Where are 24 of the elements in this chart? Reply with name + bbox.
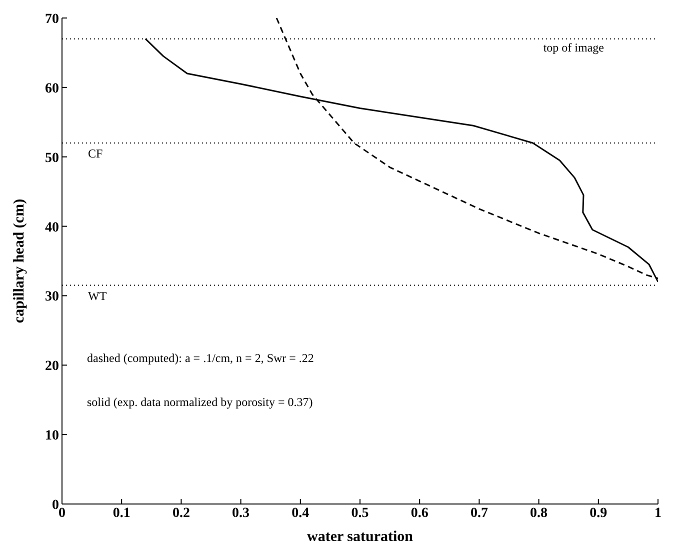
x-tick-label: 0.3 <box>232 506 250 521</box>
y-tick-label: 50 <box>45 150 59 166</box>
x-tick-label: 0.8 <box>530 506 548 521</box>
x-tick-label: 0.7 <box>470 506 488 521</box>
annotation: dashed (computed): a = .1/cm, n = 2, Swr = .22 <box>87 350 314 366</box>
y-tick-label: 10 <box>45 428 59 444</box>
y-tick-label: 70 <box>45 12 59 27</box>
ref-line-label: top of image <box>543 40 604 54</box>
x-tick-label: 0.5 <box>351 506 369 521</box>
y-tick-label: 40 <box>45 220 59 236</box>
x-tick-label: 1 <box>654 506 662 521</box>
y-tick-label: 60 <box>45 81 59 96</box>
ref-line-label: CF <box>88 146 104 160</box>
y-axis-title: capillary head (cm) <box>11 198 28 324</box>
y-tick-label: 30 <box>45 290 59 305</box>
x-tick-label: 0.6 <box>410 506 428 521</box>
y-tick-label: 20 <box>45 359 59 374</box>
ref-line-label: WT <box>88 288 108 303</box>
x-tick-label: 0.9 <box>590 506 608 521</box>
x-tick-label: 0.2 <box>172 506 190 521</box>
x-tick-label: 0.4 <box>292 506 310 521</box>
x-axis-title: water saturation <box>307 529 414 545</box>
x-tick-label: 0.1 <box>112 506 130 521</box>
annotation: solid (exp. data normalized by porosity = 0.37) <box>87 394 313 410</box>
